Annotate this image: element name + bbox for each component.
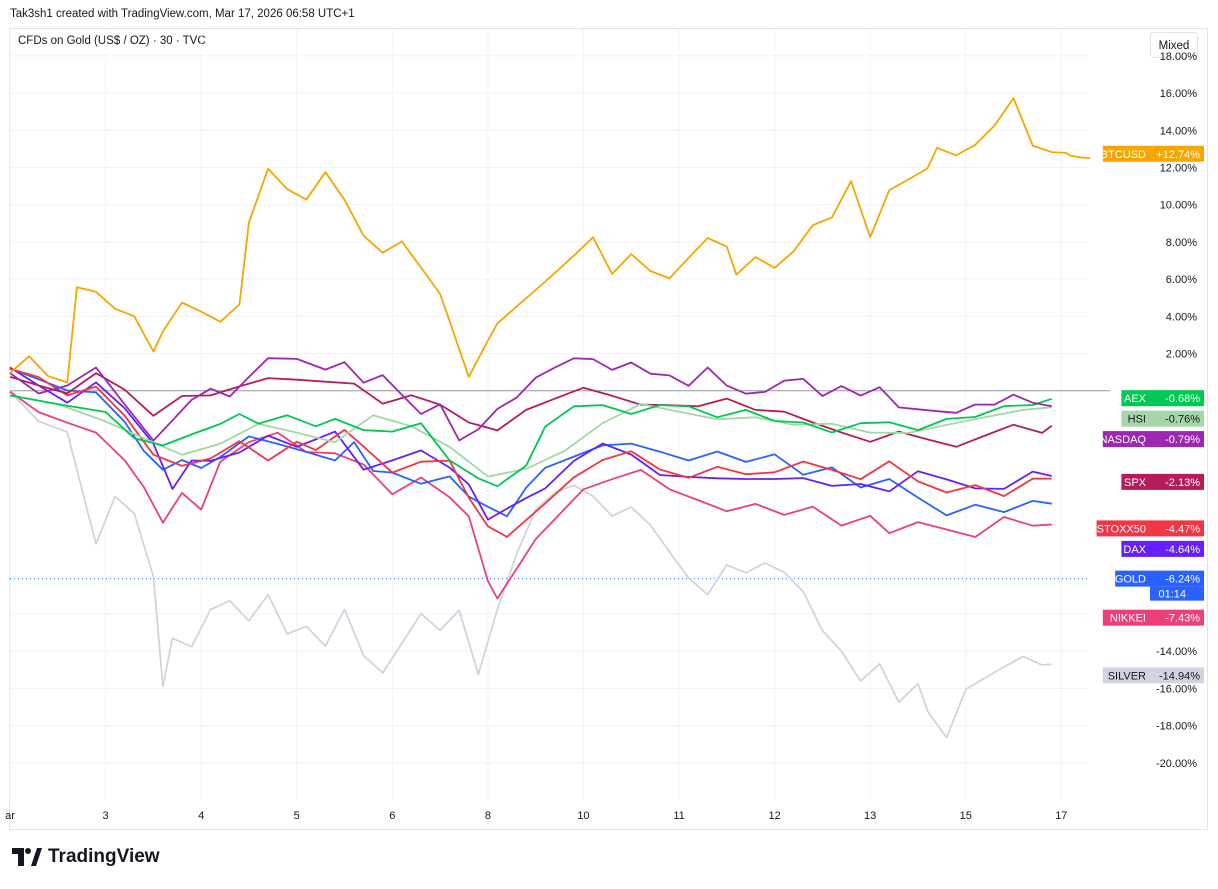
- x-tick-label: 8: [485, 810, 491, 822]
- brand-name: TradingView: [48, 846, 160, 867]
- price-label-nasdaq: NASDAQ -0.79%: [1100, 431, 1204, 448]
- value-text: -0.76%: [1165, 414, 1200, 426]
- y-tick-label: 8.00%: [1166, 237, 1197, 249]
- x-tick-label: 12: [768, 810, 780, 822]
- chart-credit: Tak3sh1 created with TradingView.com, Ma…: [10, 8, 355, 20]
- price-label-spx: SPX -2.13%: [1121, 473, 1204, 490]
- ticker-tag: [1102, 145, 1150, 162]
- ticker-name: STOXX50: [1097, 523, 1146, 535]
- y-tick-label: 2.00%: [1166, 349, 1197, 361]
- ticker-name: AEX: [1124, 393, 1147, 405]
- y-tick-label: -14.00%: [1156, 646, 1197, 658]
- symbol-title[interactable]: CFDs on Gold (US$ / OZ) · 30 · TVC: [18, 35, 206, 47]
- price-label-btcusd: BTCUSD +12.74%: [1101, 145, 1204, 162]
- ticker-tag: [1096, 520, 1150, 537]
- series-line-silver: [9, 391, 1052, 739]
- x-tick-label: 10: [577, 810, 589, 822]
- ticker-name: NASDAQ: [1100, 434, 1147, 446]
- tradingview-logo[interactable]: TradingView: [12, 846, 160, 868]
- x-tick-label: 6: [389, 810, 395, 822]
- tradingview-logo-icon: [12, 848, 42, 866]
- ticker-name: SILVER: [1108, 670, 1146, 682]
- y-tick-label: 18.00%: [1160, 51, 1198, 63]
- value-text: -7.43%: [1165, 613, 1200, 625]
- series-line-spx: [9, 372, 1053, 448]
- y-tick-label: 6.00%: [1166, 274, 1197, 286]
- series-line-stoxx50: [9, 368, 1052, 538]
- y-tick-label: 14.00%: [1160, 125, 1198, 137]
- x-tick-label: 13: [864, 810, 876, 822]
- ticker-tag: [1102, 431, 1150, 448]
- x-axis[interactable]: ar 3 4 5 6 8 10 11 12 13 15 17: [5, 810, 1067, 822]
- ticker-tag: [1121, 473, 1150, 490]
- value-tag: [1150, 540, 1204, 557]
- price-label-gold: GOLD -6.24% 01:14: [1115, 570, 1204, 601]
- series-line-btcusd: [9, 97, 1091, 384]
- price-label-hsi: HSI -0.76%: [1121, 410, 1204, 427]
- x-tick-label: 17: [1055, 810, 1067, 822]
- ticker-tag: [1121, 390, 1150, 407]
- value-tag: [1150, 431, 1204, 448]
- y-tick-label: 4.00%: [1166, 311, 1197, 323]
- series-line-dax: [9, 366, 1053, 521]
- y-tick-label: -16.00%: [1156, 683, 1197, 695]
- value-text: -0.68%: [1165, 393, 1200, 405]
- x-tick-label: ar: [5, 810, 15, 822]
- ticker-name: HSI: [1128, 414, 1146, 426]
- value-text: -6.24%: [1165, 574, 1200, 586]
- ticker-name: SPX: [1124, 477, 1147, 489]
- value-tag: [1150, 667, 1204, 684]
- value-tag: [1150, 145, 1204, 162]
- series-line-hsi: [9, 394, 1052, 478]
- value-text: -2.13%: [1165, 477, 1200, 489]
- ticker-tag: [1115, 570, 1150, 587]
- y-tick-label: -18.00%: [1156, 721, 1197, 733]
- y-tick-label: 10.00%: [1160, 200, 1198, 212]
- series-line-nasdaq: [9, 357, 1052, 442]
- x-tick-label: 11: [673, 810, 684, 822]
- ticker-name: NIKKEI: [1110, 613, 1146, 625]
- y-tick-label: 12.00%: [1160, 163, 1198, 175]
- ticker-name: DAX: [1123, 544, 1146, 556]
- price-label-stoxx50: STOXX50 -4.47%: [1096, 520, 1204, 537]
- ticker-tag: [1102, 667, 1150, 684]
- scale-mode-button[interactable]: Mixed: [1150, 32, 1198, 58]
- value-tag: [1150, 520, 1204, 537]
- y-tick-label: -20.00%: [1156, 758, 1197, 770]
- value-tag: [1150, 390, 1204, 407]
- ticker-name: GOLD: [1115, 574, 1146, 586]
- price-labels: BTCUSD +12.74% AEX -0.68% HSI -0.76% NASDAQ -0.…: [1096, 145, 1204, 684]
- ticker-tag: [1121, 410, 1150, 427]
- value-text: -14.94%: [1159, 670, 1200, 682]
- ticker-tag: [1102, 609, 1150, 626]
- x-tick-label: 4: [198, 810, 204, 822]
- ticker-tag: [1121, 540, 1150, 557]
- value-text: -0.79%: [1165, 434, 1200, 446]
- value-tag: [1150, 410, 1204, 427]
- price-label-nikkei: NIKKEI -7.43%: [1102, 609, 1204, 626]
- value-text: -4.64%: [1165, 544, 1200, 556]
- price-label-silver: SILVER -14.94%: [1102, 667, 1204, 684]
- series-line-aex: [9, 394, 1053, 488]
- price-label-dax: DAX -4.64%: [1121, 540, 1204, 557]
- price-label-aex: AEX -0.68%: [1121, 390, 1204, 407]
- series-line-nikkei: [9, 390, 1052, 600]
- value-tag: [1150, 473, 1204, 490]
- ticker-name: BTCUSD: [1101, 149, 1146, 161]
- value-text: -4.47%: [1165, 523, 1200, 535]
- series-lines: [9, 97, 1091, 739]
- x-tick-label: 3: [103, 810, 109, 822]
- value-text: +12.74%: [1156, 149, 1200, 161]
- y-tick-label: 16.00%: [1160, 88, 1198, 100]
- grid-lines: [9, 29, 1110, 800]
- value-tag: [1150, 609, 1204, 626]
- value-tag: [1150, 570, 1204, 587]
- countdown-tag: [1150, 586, 1204, 601]
- countdown-text: 01:14: [1158, 589, 1186, 601]
- x-tick-label: 15: [960, 810, 972, 822]
- x-tick-label: 5: [294, 810, 300, 822]
